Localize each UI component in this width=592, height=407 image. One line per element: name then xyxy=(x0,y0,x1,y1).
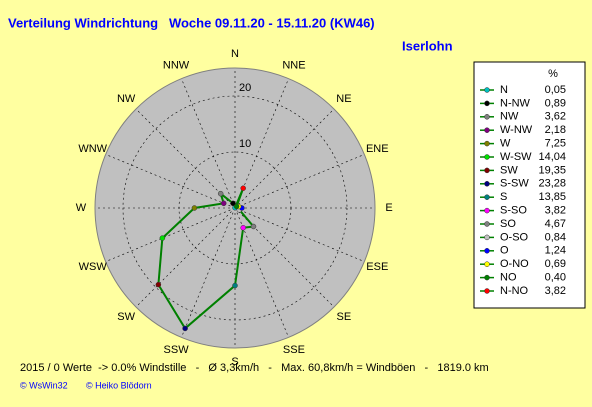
legend-value: 19,35 xyxy=(538,164,566,176)
direction-label: NE xyxy=(336,93,351,105)
spoke xyxy=(234,207,335,308)
legend-marker xyxy=(484,261,490,267)
direction-label: NNE xyxy=(282,60,305,72)
legend-value: 0,89 xyxy=(545,97,566,109)
legend-value: 2,18 xyxy=(545,124,566,136)
spoke xyxy=(234,108,335,209)
spoke xyxy=(135,108,236,209)
legend-value: 13,85 xyxy=(538,191,566,203)
legend-value: 0,69 xyxy=(545,258,566,270)
direction-label: N xyxy=(231,48,239,60)
legend-marker xyxy=(484,274,490,281)
legend-label: S xyxy=(500,191,507,203)
legend-marker xyxy=(484,100,490,107)
legend-label: N xyxy=(500,84,508,96)
spoke xyxy=(234,154,365,209)
legend-marker xyxy=(484,221,490,227)
spoke xyxy=(234,207,365,262)
direction-label: WSW xyxy=(79,261,108,273)
chart-subtitle: Iserlohn xyxy=(402,38,453,53)
wind-point xyxy=(159,235,166,241)
wind-point xyxy=(232,282,238,289)
spoke xyxy=(181,207,236,338)
direction-label: SE xyxy=(337,311,352,323)
footer: 2015 / 0 Werte -> 0.0% Windstille - Ø 3,… xyxy=(20,362,489,374)
spoke xyxy=(234,207,289,338)
legend-value: 0,84 xyxy=(545,231,566,243)
direction-label: ENE xyxy=(366,143,389,155)
legend-label: W-NW xyxy=(500,124,533,136)
wind-point xyxy=(250,223,257,230)
legend-marker xyxy=(484,154,490,160)
chart-title: Verteilung Windrichtung Woche 09.11.20 -… xyxy=(8,15,375,30)
direction-label: NW xyxy=(117,93,136,105)
legend-marker xyxy=(484,167,490,174)
legend-value: 0,05 xyxy=(545,84,566,96)
wind-point xyxy=(217,190,224,197)
r-tick-label: 20 xyxy=(239,82,251,94)
legend-marker xyxy=(484,114,490,120)
legend-value: 23,28 xyxy=(538,178,566,190)
legend-label: O-NO xyxy=(500,258,529,270)
legend-label: S-SO xyxy=(500,205,527,217)
spoke xyxy=(105,154,236,209)
legend-label: N-NO xyxy=(500,285,529,297)
legend-marker xyxy=(484,288,490,294)
direction-label: ESE xyxy=(366,261,388,273)
legend-label: NO xyxy=(500,272,517,284)
direction-label: WNW xyxy=(78,143,107,155)
direction-label: E xyxy=(385,202,392,214)
legend-value: 3,82 xyxy=(545,285,566,297)
legend-label: O-SO xyxy=(500,231,529,243)
legend-value: 3,62 xyxy=(545,111,566,123)
legend-value: 7,25 xyxy=(545,138,566,150)
legend-marker xyxy=(484,140,490,147)
legend-value: 1,24 xyxy=(545,245,566,257)
legend-value: 3,82 xyxy=(545,205,566,217)
direction-label: SW xyxy=(117,311,135,323)
wind-point xyxy=(240,225,246,231)
wind-point xyxy=(182,325,188,332)
legend-label: SW xyxy=(500,164,518,176)
legend-marker xyxy=(484,127,490,133)
legend-marker xyxy=(484,87,490,93)
legend-marker xyxy=(484,248,490,254)
legend-label: N-NW xyxy=(500,97,531,109)
legend-marker xyxy=(484,194,490,200)
spoke xyxy=(105,207,236,262)
legend-label: NW xyxy=(500,111,519,123)
credit: © WsWin32 xyxy=(20,380,68,390)
legend-marker xyxy=(484,207,490,214)
legend-label: O xyxy=(500,245,509,257)
credit: © Heiko Blödorn xyxy=(86,380,152,390)
legend-label: W-SW xyxy=(500,151,532,163)
direction-label: SSW xyxy=(164,344,190,356)
direction-label: SSE xyxy=(283,344,305,356)
legend-value: 0,40 xyxy=(545,272,566,284)
legend-value: 14,04 xyxy=(538,151,566,163)
spoke xyxy=(181,78,236,209)
wind-point xyxy=(191,205,198,211)
wind-point xyxy=(230,200,236,207)
wind-point xyxy=(220,200,227,207)
legend-label: W xyxy=(500,138,511,150)
direction-label: W xyxy=(76,202,87,214)
legend-label: S-SW xyxy=(500,178,529,190)
legend-unit: % xyxy=(548,68,558,80)
wind-point xyxy=(240,185,246,191)
legend-marker xyxy=(484,181,490,187)
legend-value: 4,67 xyxy=(545,218,566,230)
r-tick-label: 10 xyxy=(239,138,251,150)
wind-point xyxy=(233,203,240,210)
legend-label: SO xyxy=(500,218,516,230)
direction-label: S xyxy=(231,356,238,368)
direction-label: NNW xyxy=(163,60,190,72)
legend-marker xyxy=(484,234,490,241)
spoke xyxy=(135,207,236,308)
spoke xyxy=(234,78,289,209)
wind-point xyxy=(155,281,162,288)
